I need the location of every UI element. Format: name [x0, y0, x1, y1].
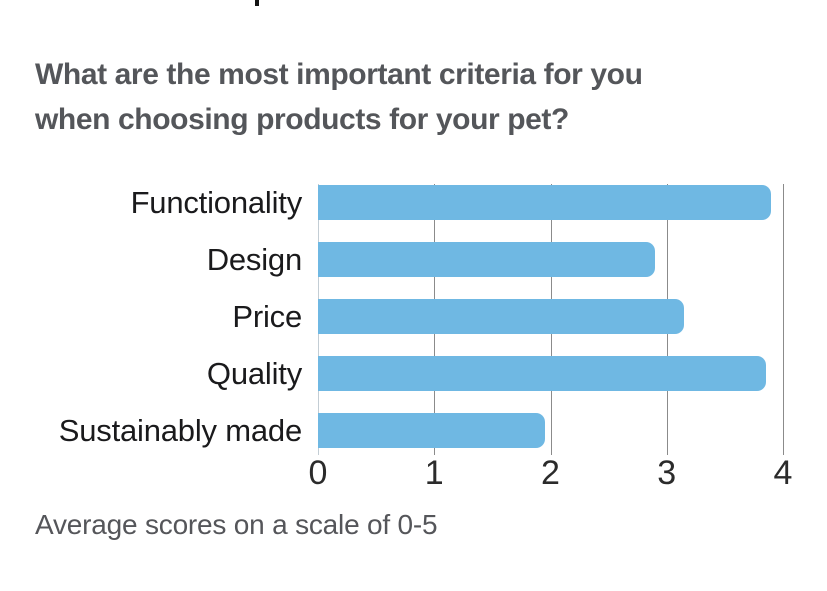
- category-label: Design: [206, 242, 302, 277]
- bar-sustainably-made: [318, 413, 545, 448]
- x-tick-label-3: 3: [657, 454, 677, 492]
- bar-functionality: [318, 185, 772, 220]
- cropped-text-remnant: [255, 0, 259, 6]
- plot-area: [318, 184, 784, 455]
- category-label: Quality: [206, 356, 302, 391]
- chart-title-line-2: when choosing products for your pet?: [35, 103, 569, 136]
- chart-footnote: Average scores on a scale of 0-5: [35, 509, 438, 540]
- chart-title: What are the most important criteria for…: [35, 52, 735, 142]
- bar-design: [318, 242, 656, 277]
- chart-title-line-1: What are the most important criteria for…: [35, 58, 643, 91]
- gridline-4: [783, 184, 784, 455]
- x-tick-label-4: 4: [773, 454, 793, 492]
- category-label: Sustainably made: [58, 413, 302, 448]
- category-label: Price: [232, 299, 302, 334]
- bar-quality: [318, 356, 766, 391]
- category-label: Functionality: [130, 185, 303, 220]
- bar-price: [318, 299, 685, 334]
- x-tick-label-0: 0: [308, 454, 328, 492]
- x-tick-label-2: 2: [541, 454, 560, 492]
- category-labels: Functionality Design Price Quality Sustainab…: [0, 184, 302, 448]
- x-tick-label-1: 1: [424, 454, 444, 492]
